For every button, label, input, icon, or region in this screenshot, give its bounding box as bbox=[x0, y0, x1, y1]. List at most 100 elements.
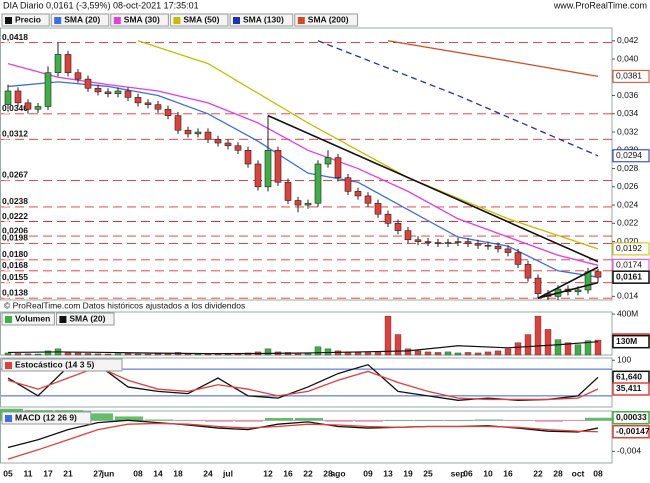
volume-bar bbox=[504, 348, 512, 356]
candle-body bbox=[514, 252, 522, 265]
x-tick-label: 14 bbox=[153, 468, 163, 478]
candle-body bbox=[164, 108, 172, 116]
value-label: 61,640 bbox=[616, 372, 642, 382]
legend-swatch bbox=[5, 316, 12, 323]
candle-body bbox=[194, 131, 202, 135]
y-tick-label: 100 bbox=[617, 354, 631, 364]
candle-body bbox=[54, 54, 62, 74]
x-tick-label: sep bbox=[451, 468, 466, 478]
y-tick-label: 0,020 bbox=[617, 236, 639, 246]
volume-bar bbox=[74, 352, 82, 356]
candle-body bbox=[124, 90, 132, 98]
candle-body bbox=[444, 242, 452, 244]
value-box bbox=[612, 69, 650, 83]
x-tick-label: ago bbox=[330, 468, 345, 478]
x-tick-label: 08 bbox=[133, 468, 143, 478]
series-line bbox=[317, 40, 599, 157]
histogram-bar bbox=[295, 417, 323, 421]
candle-body bbox=[464, 241, 472, 244]
candle-body bbox=[274, 150, 282, 183]
y-tick-label: 0,042 bbox=[617, 35, 639, 45]
candle-body bbox=[214, 139, 222, 144]
candle-body bbox=[154, 104, 162, 110]
y-tick-label: 0,034 bbox=[617, 108, 639, 118]
candle-body bbox=[354, 191, 362, 197]
candle-body bbox=[84, 78, 92, 89]
volume-bar bbox=[134, 353, 142, 356]
volume-bar bbox=[434, 352, 442, 356]
y-tick-label: 0,040 bbox=[617, 53, 639, 63]
legend-box bbox=[55, 312, 115, 326]
legend-label: Volumen bbox=[15, 313, 50, 323]
legend-swatch bbox=[59, 316, 67, 323]
value-label: 0,0192 bbox=[616, 243, 642, 253]
legend-box bbox=[294, 13, 359, 27]
legend-swatch bbox=[297, 17, 305, 24]
candle-body bbox=[374, 202, 382, 215]
legend-box bbox=[110, 13, 169, 27]
legend-label: SMA (200) bbox=[308, 14, 349, 24]
candle-body bbox=[34, 106, 42, 110]
legend-label: Estocástico (14 3 5) bbox=[15, 359, 95, 369]
legend-label: MACD (12 26 9) bbox=[15, 412, 77, 422]
legend-label: SMA (20) bbox=[69, 313, 105, 323]
series-line bbox=[537, 266, 599, 299]
volume-bar bbox=[484, 351, 492, 356]
legend-label: SMA (20) bbox=[64, 14, 100, 24]
volume-bar bbox=[564, 342, 572, 356]
candle-body bbox=[254, 163, 262, 188]
volume-bar bbox=[454, 352, 462, 356]
value-label: 130M bbox=[616, 336, 637, 346]
note: © ProRealTime.com Datos históricos ajust… bbox=[4, 300, 245, 310]
volume-bar bbox=[514, 342, 522, 356]
value-label: 0,00033 bbox=[616, 412, 647, 422]
legend-box bbox=[1, 411, 92, 425]
candle-body bbox=[454, 241, 462, 243]
candle-body bbox=[94, 87, 102, 93]
y-tick-label: 400M bbox=[617, 308, 638, 318]
y-tick-label: 0,028 bbox=[617, 163, 639, 173]
volume-bar bbox=[534, 315, 542, 356]
histogram-bar bbox=[355, 420, 383, 422]
candle-body bbox=[44, 72, 52, 107]
value-label: 0,0381 bbox=[616, 71, 642, 81]
volume-bar bbox=[464, 352, 472, 356]
volume-bar bbox=[314, 346, 322, 356]
series-line bbox=[137, 40, 599, 250]
legend-box bbox=[50, 13, 110, 27]
histogram-bar bbox=[205, 420, 233, 422]
panel-frame bbox=[0, 410, 613, 464]
y-tick-label: 0,024 bbox=[617, 199, 639, 209]
x-tick-label: 28 bbox=[553, 468, 563, 478]
volume-bar bbox=[144, 353, 152, 356]
value-box bbox=[612, 149, 650, 163]
x-tick-label: 24 bbox=[203, 468, 213, 478]
value-label: -0,00147 bbox=[616, 426, 650, 436]
x-tick-label: 12 bbox=[263, 468, 273, 478]
volume-bar bbox=[44, 350, 52, 356]
candle-body bbox=[224, 142, 232, 147]
candle-body bbox=[324, 157, 332, 165]
legend-box bbox=[169, 13, 229, 27]
x-tick-label: 11 bbox=[24, 468, 33, 478]
histogram-bar bbox=[145, 419, 173, 421]
level-label: 0,0138 bbox=[2, 287, 28, 297]
legend-box bbox=[1, 13, 50, 27]
x-tick-label: 10 bbox=[483, 468, 493, 478]
value-box bbox=[612, 242, 650, 256]
legend-box bbox=[1, 358, 123, 372]
x-tick-label: 25 bbox=[423, 468, 433, 478]
panel-frame bbox=[0, 357, 613, 408]
candle-body bbox=[244, 150, 252, 165]
x-tick-label: 22 bbox=[303, 468, 313, 478]
volume-bar bbox=[194, 353, 202, 356]
x-tick-label: 28 bbox=[323, 468, 333, 478]
histogram-bar bbox=[475, 419, 503, 421]
y-tick-label: 0,022 bbox=[617, 218, 639, 228]
candle-body bbox=[384, 213, 392, 224]
volume-bar bbox=[114, 353, 122, 356]
level-label: 0,0180 bbox=[2, 249, 28, 259]
